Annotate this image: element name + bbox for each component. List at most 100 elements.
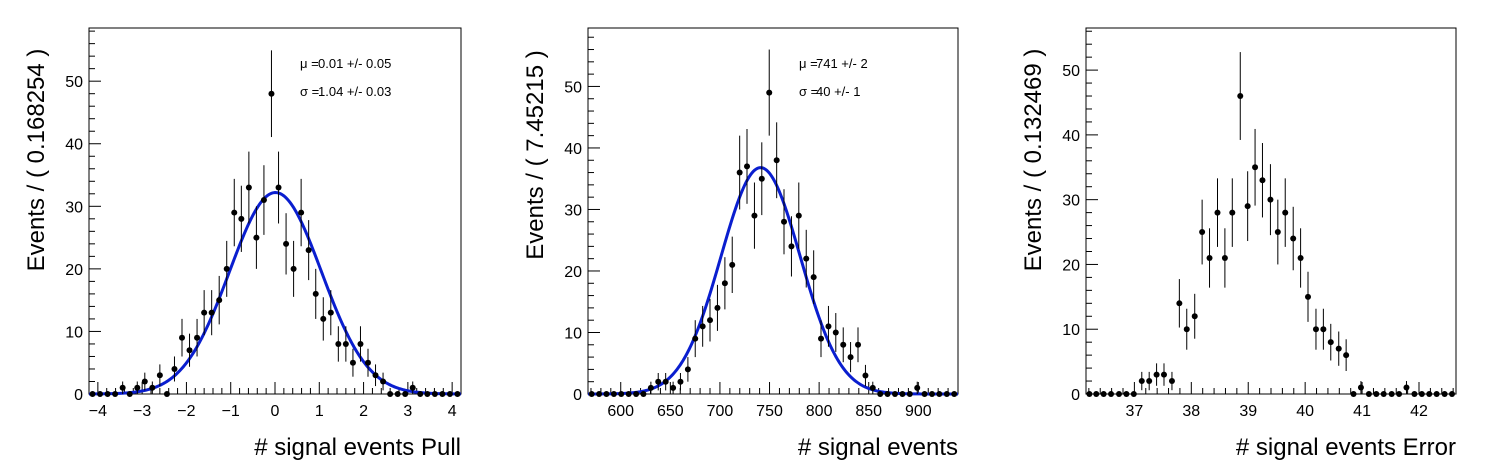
data-point: [943, 391, 950, 397]
data-point: [417, 391, 424, 397]
data-point: [670, 384, 677, 391]
data-point: [126, 391, 133, 397]
y-tick-label: 10: [1062, 322, 1080, 339]
y-tick-label: 0: [74, 387, 83, 404]
y-tick-label: 40: [65, 137, 83, 154]
data-point: [223, 265, 230, 272]
data-point: [625, 391, 632, 397]
x-tick-label: 0: [271, 403, 280, 420]
data-point: [238, 215, 245, 222]
data-point: [810, 274, 817, 281]
data-point: [1221, 254, 1228, 261]
data-point: [840, 341, 847, 348]
data-point: [104, 391, 111, 397]
y-tick-label: 50: [1062, 63, 1080, 80]
data-point: [298, 209, 305, 216]
data-point: [216, 297, 223, 304]
data-point: [156, 372, 163, 379]
data-point: [1335, 345, 1342, 352]
data-point: [884, 391, 891, 397]
data-point: [640, 391, 647, 397]
data-point: [394, 391, 401, 397]
data-point: [402, 391, 409, 397]
data-point: [603, 391, 610, 397]
data-point: [1357, 384, 1364, 391]
x-tick-label: 42: [1410, 403, 1428, 420]
y-tick-label: 20: [65, 262, 83, 279]
data-point: [89, 391, 96, 397]
data-point: [245, 184, 252, 191]
x-axis-title: # signal events Pull: [254, 434, 461, 461]
data-point: [803, 255, 810, 262]
data-point: [906, 391, 913, 397]
data-point: [112, 391, 119, 397]
data-point: [1086, 391, 1093, 397]
x-tick-label: 800: [806, 403, 833, 420]
x-axis-title: # signal events Error: [1236, 434, 1456, 461]
data-point: [929, 391, 936, 397]
data-point: [773, 157, 780, 164]
data-point: [283, 240, 290, 247]
x-tick-label: 750: [756, 403, 783, 420]
y-axis-title: Events / ( 0.168254 ): [23, 49, 50, 272]
x-tick-label: −2: [177, 403, 195, 420]
data-point: [1153, 371, 1160, 378]
gaussian-fit-curve: [89, 191, 462, 396]
data-point: [1108, 391, 1115, 397]
data-point: [268, 90, 275, 97]
data-point: [1206, 254, 1213, 261]
x-tick-label: 40: [1296, 403, 1314, 420]
gaussian-fit-curve: [588, 166, 958, 396]
y-tick-label: 30: [564, 202, 582, 219]
data-point: [1388, 391, 1395, 397]
data-point: [1168, 378, 1175, 385]
data-point: [387, 391, 394, 397]
data-point: [684, 366, 691, 373]
data-point: [1214, 209, 1221, 216]
data-point: [97, 391, 104, 397]
fit-param-symbol: μ =: [799, 56, 818, 71]
fit-param-value: 1.04 +/- 0.03: [318, 84, 391, 99]
data-point: [869, 384, 876, 391]
fit-param-symbol: σ =: [300, 84, 319, 99]
y-tick-label: 30: [1062, 193, 1080, 210]
data-point: [1396, 391, 1403, 397]
data-point: [1441, 391, 1448, 397]
y-tick-label: 20: [1062, 257, 1080, 274]
data-point: [439, 391, 446, 397]
data-point: [892, 391, 899, 397]
data-point: [692, 335, 699, 342]
data-point: [149, 384, 156, 391]
y-tick-label: 20: [564, 264, 582, 281]
data-point: [208, 309, 215, 316]
y-tick-label: 30: [65, 199, 83, 216]
data-point: [1449, 391, 1456, 397]
fit-param-value: 40 +/- 1: [816, 84, 860, 99]
data-point: [380, 378, 387, 385]
data-point: [201, 309, 208, 316]
y-axis-title: Events / ( 7.45215 ): [522, 50, 549, 259]
data-point: [454, 391, 461, 397]
data-point: [1116, 391, 1123, 397]
data-point: [1130, 391, 1137, 397]
data-point: [372, 372, 379, 379]
fit-param-value: 741 +/- 2: [816, 56, 868, 71]
data-point: [431, 391, 438, 397]
x-tick-label: 600: [607, 403, 634, 420]
data-point: [1282, 209, 1289, 216]
data-point: [134, 384, 141, 391]
fit-param-symbol: μ =: [300, 56, 319, 71]
data-point: [1146, 378, 1153, 385]
data-point: [1373, 391, 1380, 397]
data-point: [936, 391, 943, 397]
data-point: [736, 169, 743, 176]
data-point: [141, 378, 148, 385]
data-point: [1191, 313, 1198, 320]
data-point: [1252, 164, 1259, 171]
data-point: [1100, 391, 1107, 397]
data-point: [446, 391, 453, 397]
data-point: [1093, 391, 1100, 397]
data-point: [171, 365, 178, 372]
data-point: [1327, 339, 1334, 346]
